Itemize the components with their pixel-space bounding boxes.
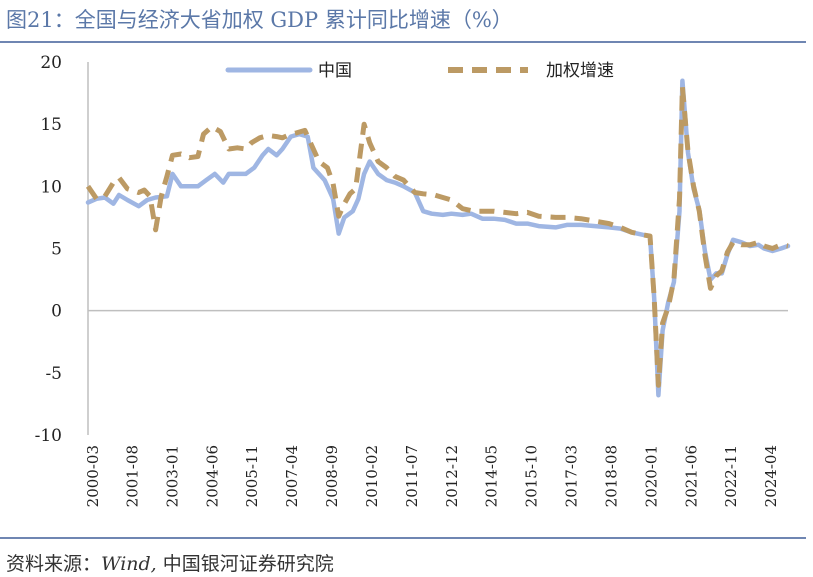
x-tick-label: 2003-01	[164, 445, 182, 507]
series-group	[85, 78, 791, 398]
y-tick-label: 20	[40, 53, 62, 73]
legend: 中国 加权增速	[225, 61, 614, 81]
chart-title: 图21：全国与经济大省加权 GDP 累计同比增速（%）	[6, 8, 513, 32]
y-tick-label: 5	[51, 240, 62, 260]
y-tick-label: 0	[51, 302, 62, 322]
title-divider	[0, 41, 806, 43]
source-wind: Wind,	[101, 553, 157, 575]
line-chart: 20 15 10 5 0 -5 -10 2000-03 2001-08 2003-01 2004-0…	[35, 53, 791, 507]
x-tick-label: 2015-10	[523, 445, 541, 507]
x-tick-label: 2010-02	[363, 445, 381, 507]
x-tick-label: 2018-08	[602, 445, 620, 507]
series-line-weighted	[85, 84, 789, 388]
x-tick-label: 2024-04	[762, 445, 780, 507]
x-tick-label: 2017-03	[563, 445, 581, 507]
x-tick-label: 2011-07	[403, 445, 421, 507]
source-org: 中国银河证券研究院	[162, 553, 334, 575]
x-tick-label: 2007-04	[283, 445, 301, 507]
x-tick-label: 2020-01	[642, 445, 660, 507]
y-tick-label: -5	[45, 364, 62, 384]
axes-group: 20 15 10 5 0 -5 -10 2000-03 2001-08 2003-01 2004-0…	[35, 53, 788, 507]
footer-divider	[0, 537, 806, 539]
legend-label-weighted: 加权增速	[546, 61, 614, 81]
x-tick-label: 2004-06	[204, 445, 222, 507]
x-tick-label: 2021-06	[682, 445, 700, 507]
x-tick-label: 2001-08	[124, 445, 142, 507]
y-tick-label: 15	[40, 115, 62, 135]
y-tick-label: 10	[40, 177, 62, 197]
x-tick-label: 2014-05	[483, 445, 501, 507]
x-tick-label: 2012-12	[443, 445, 461, 507]
legend-label-china: 中国	[318, 61, 352, 81]
x-tick-label: 2022-11	[722, 445, 740, 507]
source-note: 资料来源：Wind, 中国银河证券研究院	[6, 549, 334, 576]
x-tick-label: 2005-11	[243, 445, 261, 507]
y-tick-label: -10	[35, 426, 62, 446]
x-tick-label: 2000-03	[84, 445, 102, 507]
source-prefix: 资料来源：	[6, 553, 102, 575]
x-tick-label: 2008-09	[323, 445, 341, 507]
